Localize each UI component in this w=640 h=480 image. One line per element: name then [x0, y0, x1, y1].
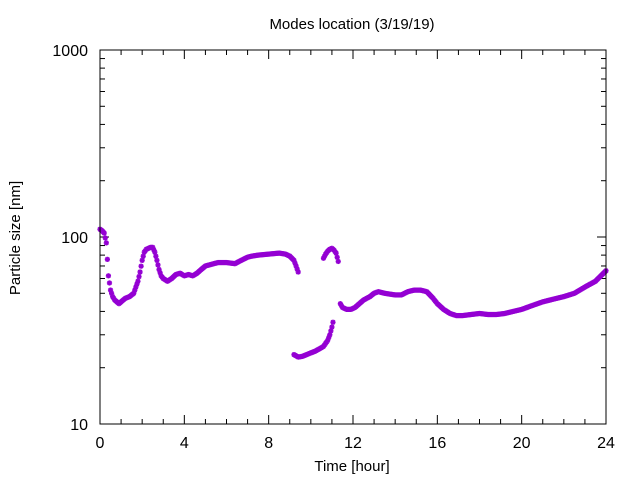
- data-point: [135, 278, 141, 284]
- axis-ticks: 0 4 8 12 16 20 24 10 100 1000: [52, 43, 615, 452]
- data-point-stroke: [330, 319, 336, 325]
- data-point: [136, 274, 142, 280]
- data-point-stroke: [333, 250, 339, 256]
- data-point-stroke: [105, 273, 111, 279]
- data-point-stroke: [293, 263, 299, 269]
- chart-title: Modes location (3/19/19): [269, 16, 434, 33]
- data-point: [295, 269, 301, 275]
- data-point-stroke: [140, 253, 146, 259]
- data-point-stroke: [295, 269, 301, 275]
- data-point-stroke: [135, 278, 141, 284]
- data-point: [335, 258, 341, 265]
- data-point-stroke: [101, 230, 107, 236]
- data-point-stroke: [156, 267, 162, 272]
- data-point-stroke: [109, 290, 115, 296]
- data-point-stroke: [138, 263, 144, 269]
- data-point: [103, 240, 109, 246]
- data-point-stroke: [104, 256, 110, 262]
- data-point: [152, 249, 158, 255]
- data-point-stroke: [102, 235, 108, 241]
- data-point-stroke: [139, 257, 145, 263]
- data-point-stroke: [291, 257, 297, 263]
- data-point: [138, 263, 144, 269]
- data-point: [137, 269, 143, 275]
- data-point: [101, 230, 107, 236]
- y-axis-label: Particle size [nm]: [7, 181, 24, 295]
- x-tick-label: 24: [597, 435, 615, 452]
- data-point-stroke: [137, 269, 143, 275]
- data-point: [334, 254, 340, 260]
- data-point: [140, 253, 146, 259]
- data-point: [155, 262, 161, 268]
- data-point-stroke: [151, 247, 157, 253]
- data-point-stroke: [152, 249, 158, 255]
- data-points: [97, 226, 609, 360]
- data-point-stroke: [294, 266, 300, 272]
- y-tick-label: 10: [70, 417, 88, 434]
- data-point-stroke: [155, 262, 161, 268]
- x-tick-label: 4: [180, 435, 189, 452]
- x-tick-label: 8: [264, 435, 273, 452]
- data-point-stroke: [328, 328, 334, 334]
- data-point: [134, 281, 140, 287]
- x-tick-label: 20: [513, 435, 531, 452]
- data-point: [105, 273, 112, 279]
- x-tick-label: 0: [96, 435, 105, 452]
- x-axis-label: Time [hour]: [314, 458, 389, 475]
- data-point: [329, 324, 335, 330]
- data-point-stroke: [334, 254, 340, 260]
- data-point-stroke: [292, 260, 298, 266]
- data-point-stroke: [157, 270, 163, 276]
- data-point: [154, 257, 160, 263]
- data-point-stroke: [153, 253, 159, 259]
- data-point-stroke: [327, 332, 333, 338]
- data-point-stroke: [108, 287, 114, 293]
- data-point: [104, 256, 110, 262]
- data-point: [139, 257, 145, 263]
- plot-border: [99, 49, 607, 425]
- data-point-stroke: [136, 274, 142, 280]
- data-point-stroke: [329, 324, 335, 330]
- data-point-stroke: [154, 257, 160, 263]
- x-tick-label: 16: [428, 435, 446, 452]
- data-point: [106, 280, 113, 286]
- data-point: [102, 235, 108, 241]
- data-point-stroke: [150, 244, 156, 250]
- y-tick-label: 100: [61, 230, 88, 247]
- data-point: [330, 319, 336, 325]
- x-tick-label: 12: [344, 435, 362, 452]
- data-point-stroke: [107, 280, 112, 286]
- y-tick-label: 1000: [52, 43, 88, 60]
- data-point: [333, 250, 339, 256]
- data-point-stroke: [103, 240, 109, 246]
- data-point-stroke: [335, 258, 341, 264]
- data-point: [153, 253, 159, 259]
